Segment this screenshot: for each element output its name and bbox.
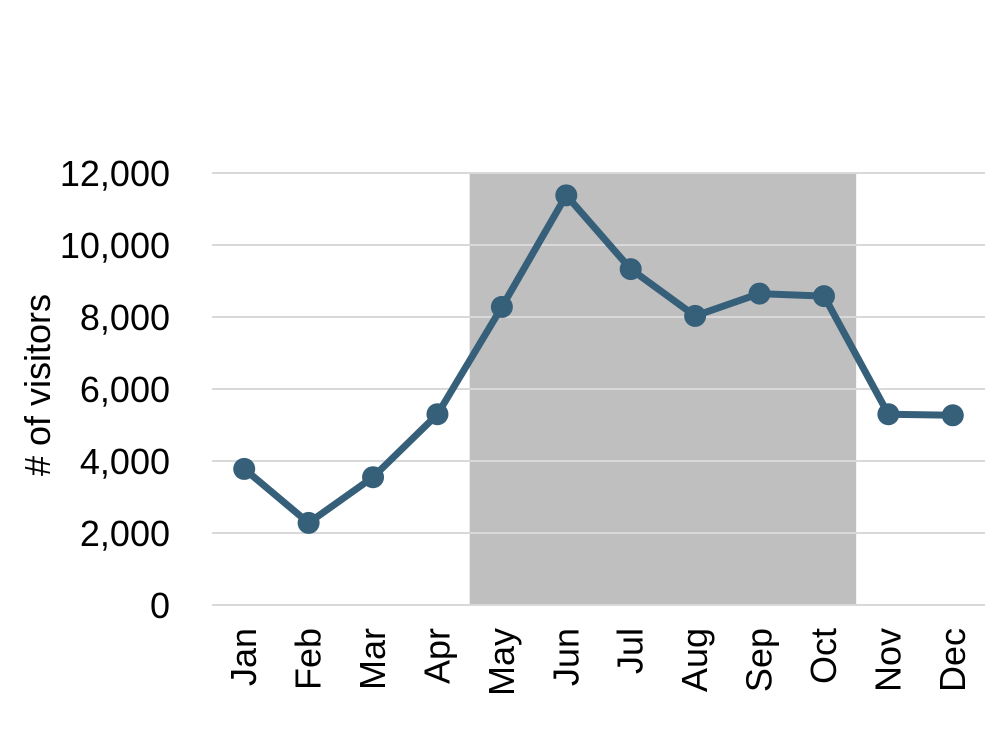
y-axis-title: # of visitors [17,294,58,476]
data-point [941,404,964,427]
data-point [877,403,900,426]
x-tick-label: Apr [416,628,457,684]
x-tick-label: Feb [288,628,329,690]
data-point [297,511,320,534]
y-tick-label: 8,000 [80,297,170,338]
data-point [619,258,642,281]
x-tick-label: Jun [545,628,586,686]
x-tick-label: Nov [867,628,908,692]
data-point [684,304,707,327]
x-tick-label: Dec [932,628,973,692]
data-point [233,457,256,480]
data-point [748,282,771,305]
y-tick-label: 10,000 [60,225,170,266]
x-tick-label: Aug [674,628,715,692]
x-tick-label: Jan [223,628,264,686]
x-tick-label: Mar [352,628,393,690]
y-tick-label: 4,000 [80,441,170,482]
data-point [490,295,513,318]
data-point [362,466,385,489]
data-point [555,184,578,207]
data-point [426,403,449,426]
y-tick-label: 6,000 [80,369,170,410]
x-tick-label: Oct [803,628,844,684]
y-tick-label: 2,000 [80,513,170,554]
x-tick-label: May [481,628,522,696]
y-tick-label: 12,000 [60,153,170,194]
x-tick-label: Sep [739,628,780,692]
data-point [812,285,835,308]
y-tick-label: 0 [150,585,170,626]
x-tick-label: Jul [610,628,651,674]
series-line [240,191,957,527]
